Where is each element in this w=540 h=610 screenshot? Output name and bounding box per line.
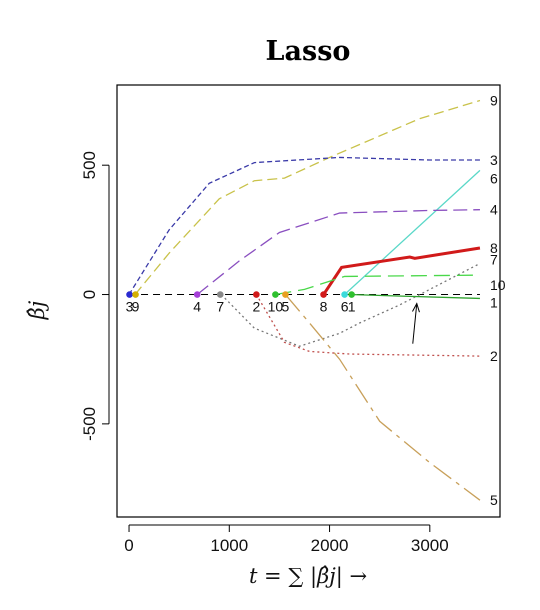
y-axis: -500 0 500 (80, 151, 110, 441)
series-layer (128, 99, 481, 501)
entry-label-1: 1 (348, 299, 356, 315)
entry-point-2 (253, 291, 260, 298)
series-end-label-8: 8 (490, 240, 498, 256)
series-end-label-10: 10 (490, 277, 506, 293)
series-end-label-4: 4 (490, 202, 498, 218)
series-end-label-1: 1 (490, 294, 498, 310)
entry-label-8: 8 (320, 299, 328, 315)
series-end-labels: 9 3 6 4 87 101 2 5 (490, 93, 506, 509)
y-axis-label: β̂j (25, 300, 49, 320)
y-tick-label: 0 (80, 290, 99, 299)
entry-label-2: 2 (252, 299, 260, 315)
series-line-10 (275, 274, 480, 296)
entry-point-10 (272, 291, 279, 298)
entry-point-1 (348, 291, 355, 298)
entry-point-8 (320, 291, 327, 298)
series-end-label-3: 3 (490, 152, 498, 168)
x-tick-label: 0 (124, 536, 133, 555)
entry-label-9: 9 (132, 299, 140, 315)
entry-label-3: 3 (126, 299, 134, 315)
entry-label-5: 5 (282, 299, 290, 315)
x-axis: 0 1000 2000 3000 (124, 524, 449, 555)
y-tick-label: 500 (80, 151, 99, 179)
annotation-arrow (412, 302, 420, 344)
entry-points: 39 4 7 2 105 8 6 1 (126, 291, 356, 315)
x-tick-label: 2000 (311, 536, 349, 555)
y-tick-label: -500 (80, 407, 99, 441)
entry-label-7: 7 (216, 299, 224, 315)
series-end-label-9: 9 (490, 93, 498, 109)
series-line-2 (255, 294, 480, 357)
arrow-head (412, 302, 420, 313)
series-end-label-6: 6 (490, 170, 498, 186)
entry-point-3 (126, 291, 133, 298)
series-line-1 (349, 293, 480, 300)
entry-label-6: 6 (341, 299, 349, 315)
x-axis-label: t = ∑ |β̂j| → (249, 564, 367, 589)
series-end-label-7: 7 (490, 251, 498, 267)
entry-point-7 (216, 291, 224, 298)
entry-point-9 (132, 291, 139, 298)
series-end-label-5: 5 (490, 492, 498, 508)
entry-point-4 (193, 291, 201, 298)
chart-title: Lasso (266, 36, 351, 67)
x-tick-label: 3000 (411, 536, 449, 555)
series-line-9 (134, 99, 481, 295)
entry-point-5 (282, 291, 289, 298)
plot-frame (116, 84, 501, 518)
series-line-3 (128, 156, 480, 295)
series-line-4 (196, 209, 480, 296)
entry-label-10: 10 (268, 299, 284, 315)
series-line-6 (344, 169, 481, 296)
x-tick-label: 1000 (210, 536, 248, 555)
entry-label-4: 4 (193, 299, 201, 315)
series-line-5 (284, 294, 481, 501)
entry-point-6 (341, 291, 348, 298)
series-end-label-2: 2 (490, 348, 498, 364)
arrow-shaft (412, 303, 418, 344)
series-line-8 (322, 246, 481, 296)
